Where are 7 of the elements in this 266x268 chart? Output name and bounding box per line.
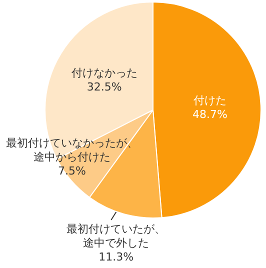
data-label: 32.5%	[86, 80, 122, 94]
slice-label: 付けなかった	[71, 66, 138, 80]
slice-label: 最初付けていたが、途中で外した	[66, 222, 166, 250]
data-label: 48.7%	[192, 108, 228, 122]
slice-label: 付けた	[193, 94, 226, 108]
data-label: 11.3%	[98, 250, 134, 264]
slice-label: 最初付けていなかったが、途中から付けた	[6, 136, 138, 164]
